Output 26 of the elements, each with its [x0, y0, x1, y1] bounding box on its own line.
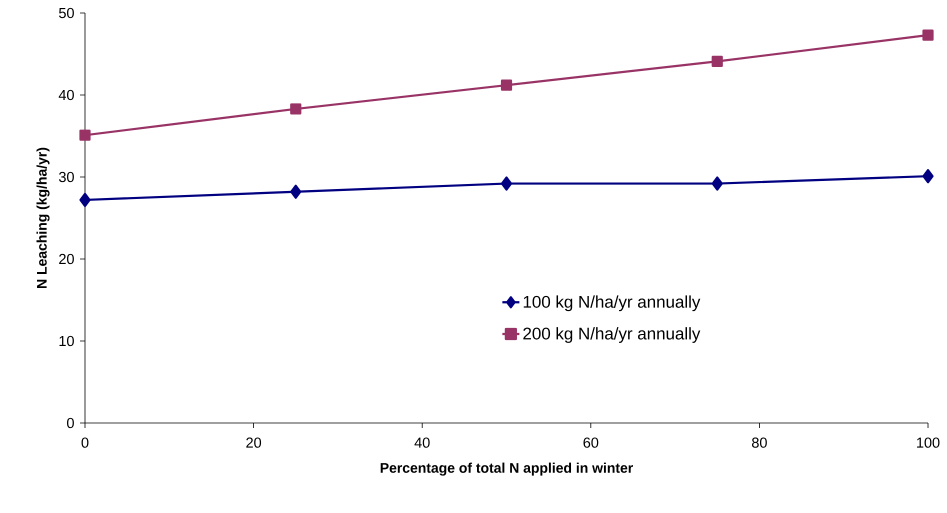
y-tick-label: 0: [67, 418, 74, 428]
y-tick-label: 40: [58, 90, 74, 100]
point: [712, 56, 723, 67]
y-axis-title: N Leaching (kg/ha/yr): [36, 148, 50, 288]
legend-label: 100 kg N/ha/yr annually: [524, 295, 700, 312]
y-tick-label: 50: [58, 8, 74, 18]
x-tick-label: 60: [584, 438, 598, 448]
y-tick-label: 10: [60, 336, 74, 346]
x-tick-label: 20: [246, 438, 262, 448]
x-tick-label: 40: [414, 438, 430, 448]
point: [712, 176, 723, 191]
point: [922, 169, 934, 184]
legend-label: 200 kg N/ha/yr annually: [523, 327, 700, 343]
point: [500, 80, 512, 91]
point: [290, 184, 302, 199]
point: [79, 192, 91, 208]
point: [922, 30, 934, 41]
point: [79, 130, 91, 141]
point: [500, 176, 512, 191]
y-tick-label: 20: [59, 254, 74, 264]
y-tick-label: 30: [58, 172, 74, 182]
x-tick-label: 80: [752, 438, 767, 448]
x-axis-title: Percentage of total N applied in winter: [380, 462, 633, 476]
x-tick-label: 0: [82, 438, 88, 448]
x-tick-label: 100: [917, 438, 940, 448]
point: [290, 103, 302, 115]
